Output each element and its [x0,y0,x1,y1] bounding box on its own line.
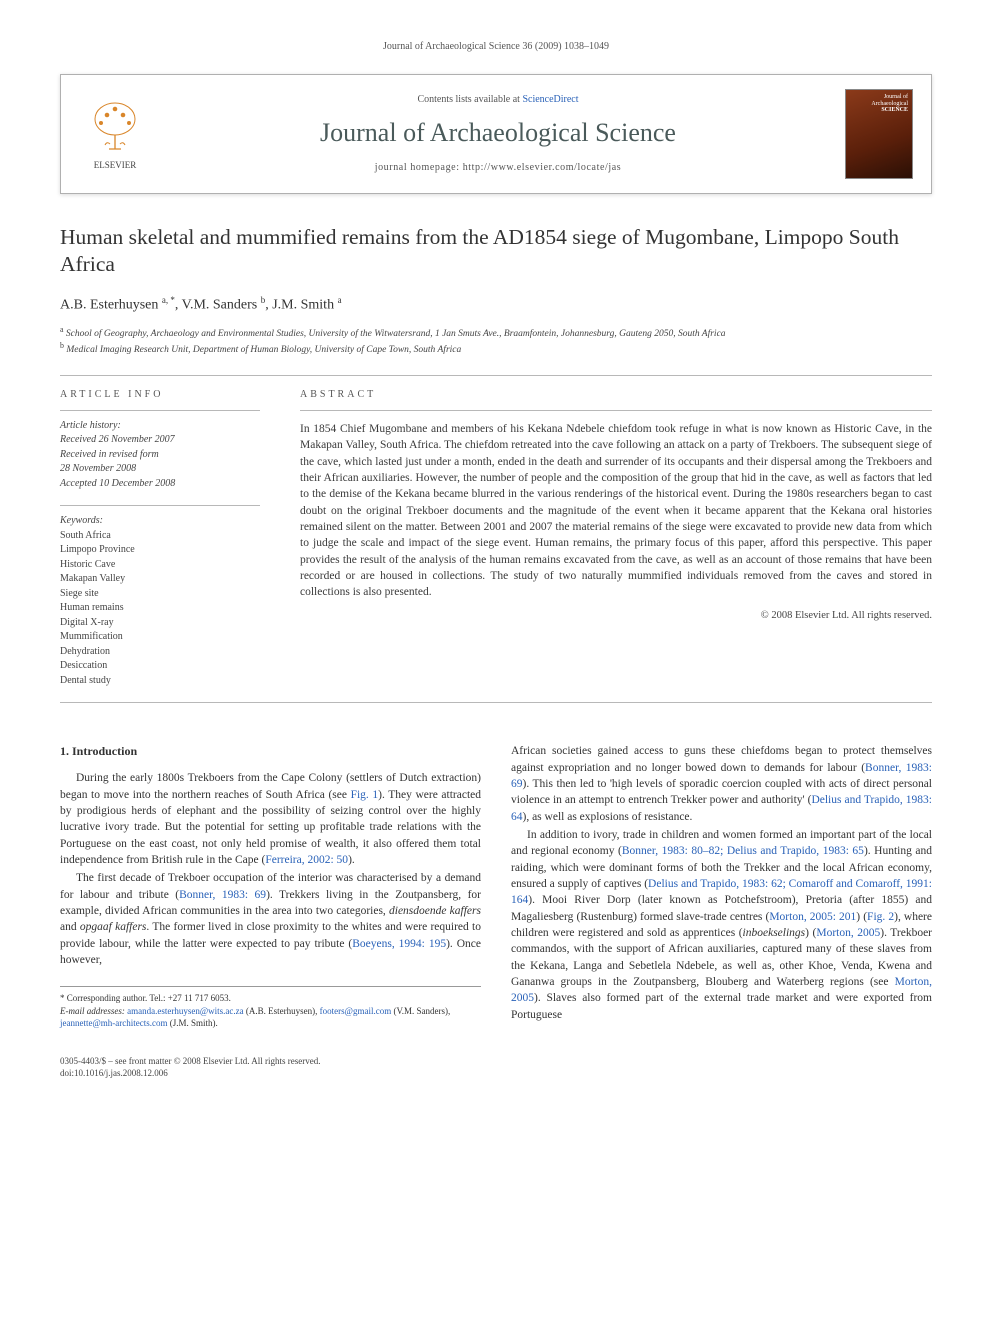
running-header: Journal of Archaeological Science 36 (20… [60,40,932,54]
journal-cover-thumbnail: Journal of Archaeological SCIENCE [845,89,913,179]
copyright-line: © 2008 Elsevier Ltd. All rights reserved… [300,609,932,624]
keyword: Siege site [60,587,260,602]
banner-center: Contents lists available at ScienceDirec… [165,93,831,175]
homepage-url: http://www.elsevier.com/locate/jas [463,162,622,173]
homepage-prefix: journal homepage: [375,162,463,173]
citation-link[interactable]: Bonner, 1983: 80–82; Delius and Trapido,… [622,845,864,857]
abstract-text: In 1854 Chief Mugombane and members of h… [300,421,932,601]
publisher-name: ELSEVIER [94,159,137,172]
email-link[interactable]: footers@gmail.com [320,1006,392,1016]
cover-text-3: SCIENCE [850,107,908,114]
body-col-left: 1. Introduction During the early 1800s T… [60,743,481,1028]
corresponding-tel: * Corresponding author. Tel.: +27 11 717… [60,992,481,1004]
affiliation-a: a School of Geography, Archaeology and E… [60,325,932,341]
italic-term: diensdoende kaffers [389,905,481,917]
author-list: A.B. Esterhuysen a, *, V.M. Sanders b, J… [60,294,932,315]
cover-text-2: Archaeological [850,101,908,108]
article-history: Article history: Received 26 November 20… [60,419,260,492]
history-line: 28 November 2008 [60,462,260,477]
affiliation-a-text: School of Geography, Archaeology and Env… [66,329,726,339]
section-heading-1: 1. Introduction [60,743,481,760]
keyword: Mummification [60,630,260,645]
history-header: Article history: [60,419,260,434]
info-divider [60,410,260,411]
email-link[interactable]: amanda.esterhuysen@wits.ac.za [127,1006,244,1016]
cover-text-1: Journal of [850,94,908,101]
keyword: Human remains [60,601,260,616]
journal-banner: ELSEVIER Contents lists available at Sci… [60,74,932,194]
citation-link[interactable]: Morton, 2005: 201 [769,911,856,923]
footer-doi-line: doi:10.1016/j.jas.2008.12.006 [60,1067,932,1079]
figure-link[interactable]: Fig. 2 [867,911,894,923]
affiliation-b-text: Medical Imaging Research Unit, Departmen… [66,345,461,355]
body-paragraph: During the early 1800s Trekboers from th… [60,770,481,868]
homepage-line: journal homepage: http://www.elsevier.co… [165,161,831,175]
keywords-block: Keywords: South Africa Limpopo Province … [60,514,260,688]
body-paragraph: The first decade of Trekboer occupation … [60,870,481,968]
body-col-right: African societies gained access to guns … [511,743,932,1028]
divider-top [60,375,932,376]
citation-link[interactable]: Bonner, 1983: 69 [179,889,266,901]
sciencedirect-link[interactable]: ScienceDirect [522,94,578,105]
page-root: Journal of Archaeological Science 36 (20… [0,0,992,1109]
italic-term: opgaaf kaffers [80,921,147,933]
email-label: E-mail addresses: [60,1006,125,1016]
keyword: Digital X-ray [60,616,260,631]
keywords-header: Keywords: [60,514,260,529]
article-info-column: ARTICLE INFO Article history: Received 2… [60,388,260,689]
kw-divider [60,505,260,506]
corresponding-author-block: * Corresponding author. Tel.: +27 11 717… [60,986,481,1028]
contents-available-line: Contents lists available at ScienceDirec… [165,93,831,107]
body-paragraph: In addition to ivory, trade in children … [511,827,932,1023]
citation-link[interactable]: Boeyens, 1994: 195 [352,938,446,950]
keyword: Dehydration [60,645,260,660]
body-columns: 1. Introduction During the early 1800s T… [60,743,932,1028]
elsevier-logo: ELSEVIER [79,95,151,173]
affiliations: a School of Geography, Archaeology and E… [60,325,932,357]
figure-link[interactable]: Fig. 1 [351,789,379,801]
keyword: Desiccation [60,659,260,674]
elsevier-tree-icon [85,97,145,157]
italic-term: inboekselings [743,927,806,939]
divider-bottom [60,702,932,703]
affiliation-b: b Medical Imaging Research Unit, Departm… [60,341,932,357]
contents-prefix: Contents lists available at [417,94,522,105]
abstract-label: ABSTRACT [300,388,932,402]
corresponding-emails: E-mail addresses: amanda.esterhuysen@wit… [60,1005,481,1029]
article-title: Human skeletal and mummified remains fro… [60,224,932,278]
footer-issn-line: 0305-4403/$ – see front matter © 2008 El… [60,1055,932,1067]
citation-link[interactable]: Morton, 2005 [816,927,880,939]
article-info-label: ARTICLE INFO [60,388,260,402]
keyword: Historic Cave [60,558,260,573]
keyword: South Africa [60,529,260,544]
email-link[interactable]: jeannette@mh-architects.com [60,1018,168,1028]
keyword: Makapan Valley [60,572,260,587]
keyword: Dental study [60,674,260,689]
body-paragraph: African societies gained access to guns … [511,743,932,825]
keyword: Limpopo Province [60,543,260,558]
history-line: Received in revised form [60,448,260,463]
citation-link[interactable]: Ferreira, 2002: 50 [265,854,348,866]
history-line: Accepted 10 December 2008 [60,477,260,492]
abstract-column: ABSTRACT In 1854 Chief Mugombane and mem… [300,388,932,689]
history-line: Received 26 November 2007 [60,433,260,448]
journal-title: Journal of Archaeological Science [165,115,831,151]
footer-meta: 0305-4403/$ – see front matter © 2008 El… [60,1055,932,1079]
abstract-divider [300,410,932,411]
meta-row: ARTICLE INFO Article history: Received 2… [60,388,932,689]
